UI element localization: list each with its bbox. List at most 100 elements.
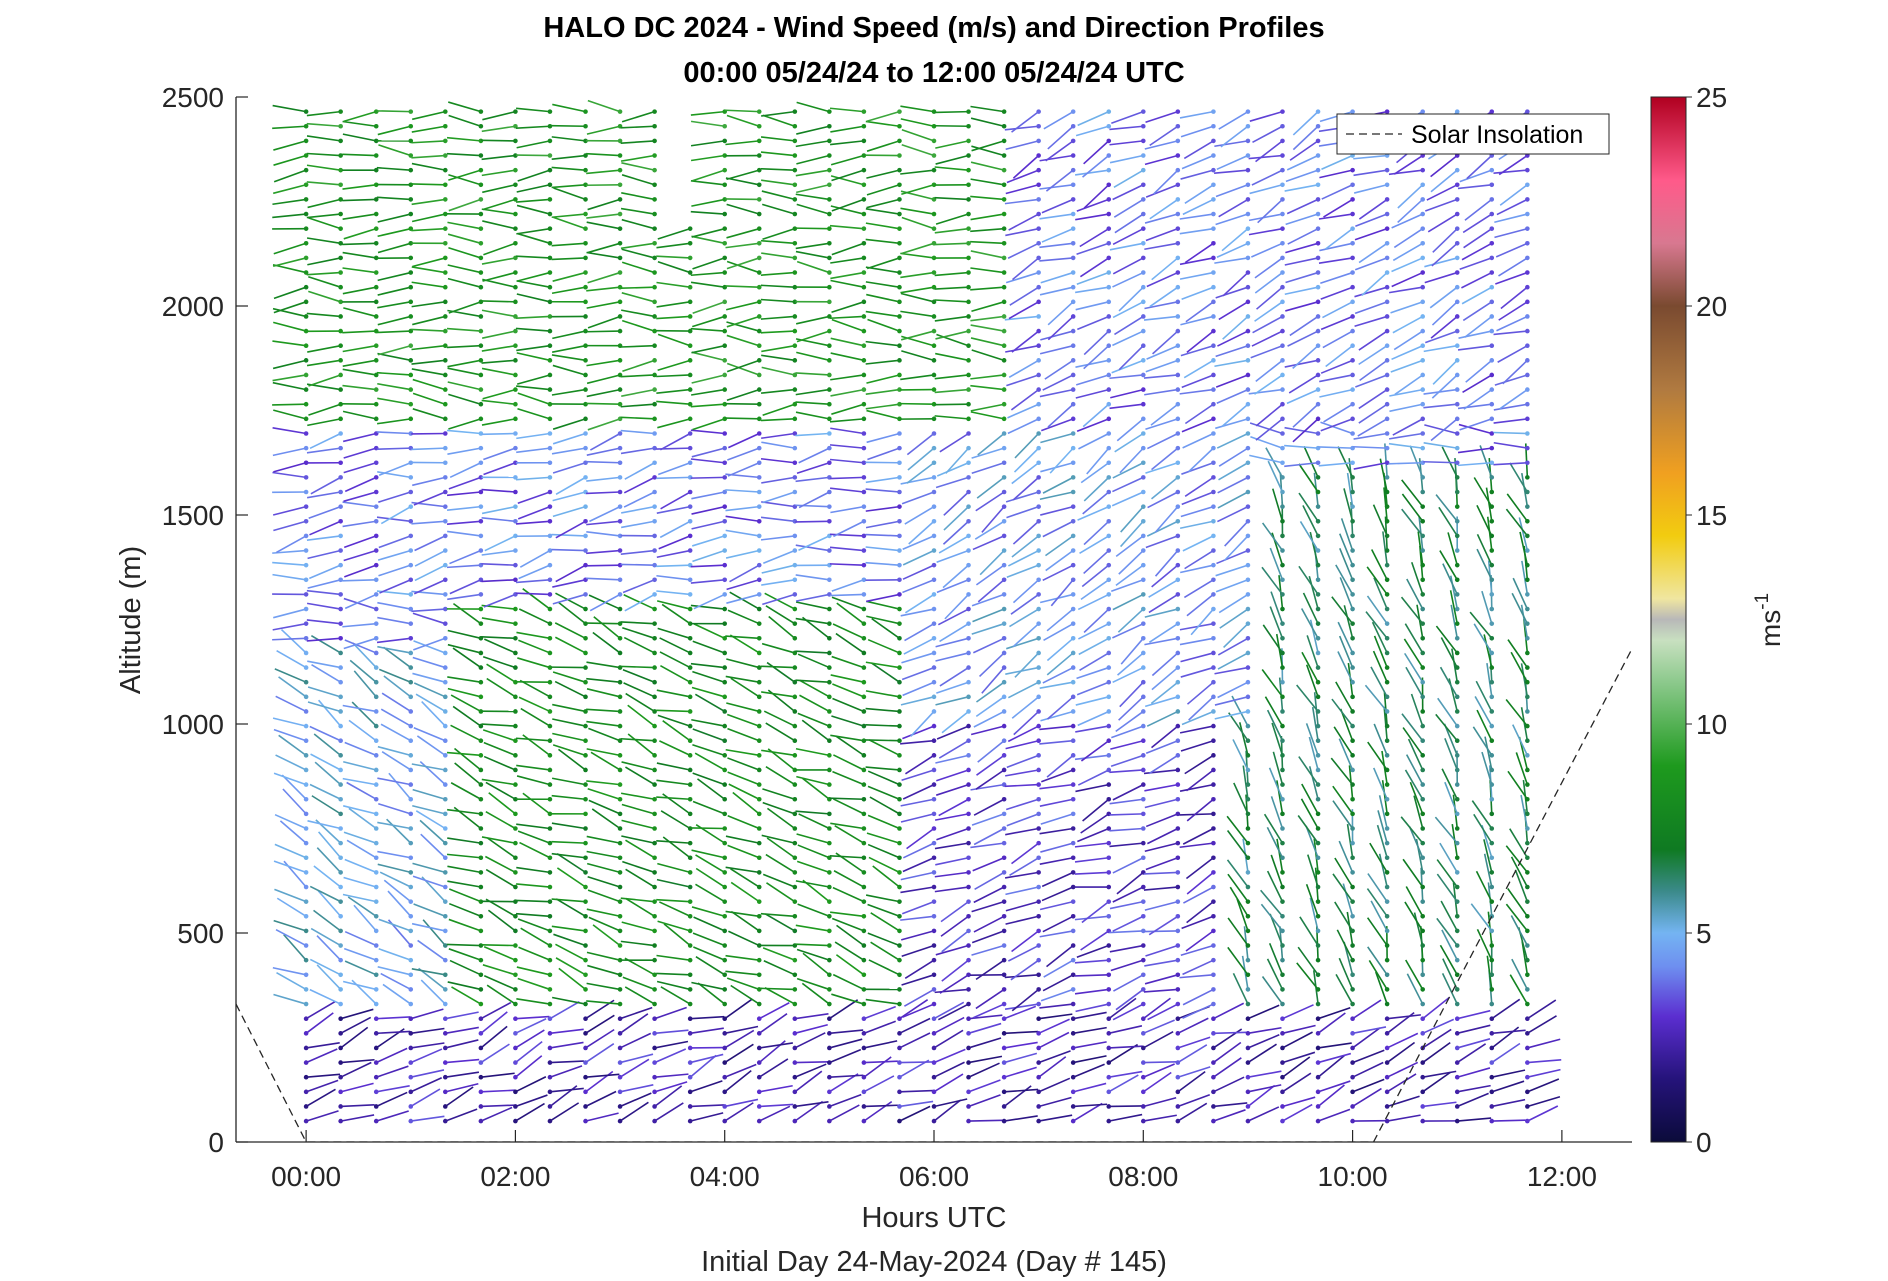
- wind-barb: [1338, 957, 1354, 990]
- wind-barb: [1410, 693, 1424, 727]
- wind-barb: [1292, 403, 1319, 428]
- wind-barb-head: [442, 943, 448, 948]
- wind-barb: [1268, 943, 1284, 976]
- wind-barb: [1179, 842, 1214, 849]
- wind-barb-head: [931, 913, 937, 919]
- wind-barb-head: [373, 167, 379, 173]
- wind-barb: [551, 548, 586, 552]
- wind-barb-head: [966, 299, 971, 305]
- wind-barb: [620, 125, 655, 129]
- wind-barb: [831, 655, 865, 669]
- wind-barb: [863, 1104, 898, 1108]
- wind-barb-head: [338, 811, 343, 817]
- wind-barb: [313, 733, 342, 756]
- wind-barb: [1043, 110, 1074, 130]
- wind-barb: [1361, 271, 1388, 296]
- wind-barb-head: [897, 767, 902, 773]
- wind-barb-head: [1070, 431, 1076, 436]
- wind-barb-head: [513, 577, 518, 583]
- wind-barb: [342, 432, 377, 443]
- wind-barb-head: [792, 445, 798, 451]
- wind-barb-head: [1420, 431, 1426, 436]
- wind-barb: [759, 1084, 793, 1093]
- wind-barb: [1442, 563, 1458, 595]
- wind-barb: [1004, 974, 1039, 979]
- wind-barb: [726, 169, 760, 181]
- wind-barb: [1491, 1098, 1526, 1108]
- wind-barb-head: [1106, 197, 1112, 202]
- wind-barb-head: [1489, 533, 1495, 539]
- wind-barb-head: [1384, 650, 1390, 656]
- wind-barb-head: [1315, 957, 1321, 963]
- wind-barb: [1305, 723, 1319, 756]
- wind-barb-head: [442, 533, 448, 539]
- wind-barb: [412, 672, 446, 683]
- wind-barb: [1222, 271, 1249, 297]
- wind-barb-head: [1384, 972, 1390, 978]
- wind-barb-head: [861, 445, 867, 451]
- wind-barb-head: [1420, 826, 1426, 831]
- wind-barb-head: [1001, 870, 1007, 875]
- wind-barb: [662, 836, 691, 859]
- wind-barb: [727, 727, 760, 742]
- wind-barb: [447, 221, 482, 230]
- wind-barb-head: [1489, 241, 1495, 246]
- wind-barb-head: [513, 431, 518, 436]
- wind-barb-head: [756, 679, 762, 685]
- wind-barb-head: [303, 153, 309, 158]
- wind-barb-head: [722, 928, 728, 934]
- wind-barb: [1177, 1102, 1208, 1122]
- wind-barb: [934, 286, 969, 290]
- wind-barb: [976, 476, 1005, 499]
- wind-barb-head: [1001, 592, 1007, 597]
- wind-barb-head: [1036, 372, 1041, 378]
- wind-barb-head: [442, 592, 448, 597]
- wind-barb-head: [408, 518, 414, 524]
- wind-barb: [1440, 637, 1458, 668]
- wind-barb: [1079, 257, 1110, 278]
- wind-barb: [552, 271, 586, 282]
- wind-barb: [902, 564, 935, 580]
- wind-barb: [517, 977, 551, 991]
- wind-barb-head: [1245, 387, 1251, 392]
- wind-barb-head: [1070, 1074, 1076, 1080]
- wind-barb-head: [442, 1089, 448, 1095]
- wind-barb-head: [756, 416, 762, 422]
- wind-barb-head: [1070, 636, 1076, 641]
- wind-barb-head: [1211, 723, 1216, 729]
- wind-barb: [1436, 917, 1458, 947]
- wind-barb: [516, 374, 551, 385]
- wind-barb-head: [1001, 387, 1007, 392]
- wind-barb-head: [827, 387, 832, 392]
- wind-barb-head: [1350, 987, 1355, 992]
- wind-barb-head: [1350, 636, 1355, 641]
- wind-barb-head: [1106, 636, 1112, 641]
- wind-barb-head: [1384, 606, 1390, 612]
- wind-barb: [585, 1112, 619, 1122]
- wind-barb-head: [1489, 870, 1495, 875]
- wind-barb: [1006, 564, 1039, 578]
- wind-barb: [1013, 447, 1040, 473]
- wind-barb: [272, 264, 307, 274]
- wind-barb: [272, 505, 307, 516]
- wind-barb: [1493, 431, 1528, 435]
- wind-barb-head: [442, 1104, 448, 1109]
- wind-barb-head: [1001, 884, 1007, 890]
- wind-barb-head: [1420, 562, 1426, 568]
- wind-barb-head: [1070, 314, 1076, 319]
- wind-barb: [1003, 1066, 1037, 1078]
- wind-barb-head: [1175, 270, 1181, 275]
- wind-barb: [941, 710, 970, 734]
- wind-barb: [1343, 605, 1354, 639]
- wind-barb: [1347, 662, 1354, 697]
- wind-barb: [971, 593, 1005, 607]
- wind-barb: [1145, 857, 1179, 871]
- wind-barb-head: [513, 445, 518, 451]
- wind-barb-head: [1454, 957, 1460, 963]
- wind-barb-head: [722, 518, 728, 524]
- wind-barb-head: [1489, 1031, 1495, 1036]
- wind-barb-head: [1315, 270, 1321, 275]
- wind-barb-head: [408, 957, 414, 963]
- wind-barb-head: [722, 562, 728, 568]
- wind-barb-head: [1315, 782, 1321, 787]
